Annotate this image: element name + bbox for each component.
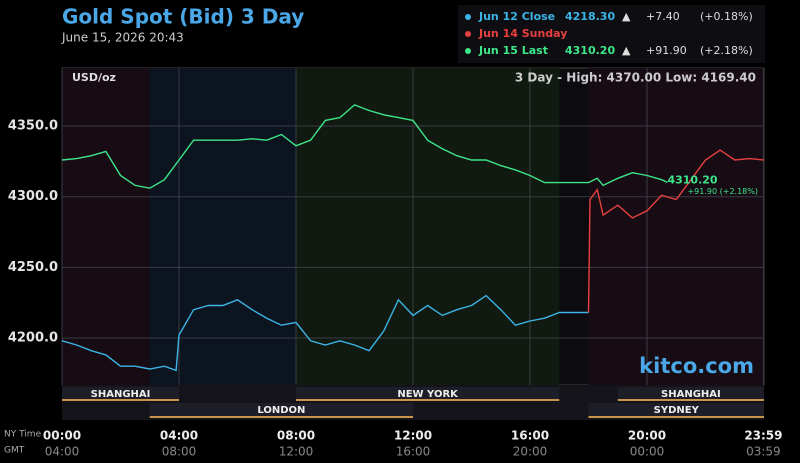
series-line xyxy=(61,294,589,372)
x2-axis-label: GMT xyxy=(4,446,25,456)
session-label: SYDNEY xyxy=(654,405,700,416)
x-tick-label: 20:00 xyxy=(628,429,666,443)
legend-box xyxy=(458,5,765,63)
legend-value: 4310.20 xyxy=(565,44,615,57)
y-tick-label: 4300.0 xyxy=(8,189,58,204)
legend-arrow: ▲ xyxy=(622,10,631,23)
legend-label: Jun 14 Sunday xyxy=(478,27,567,40)
legend-marker xyxy=(465,14,471,20)
session-bg xyxy=(296,387,560,401)
legend-label: Jun 12 Close xyxy=(478,10,555,23)
session-label: NEW YORK xyxy=(397,389,459,400)
x-tick-label: 04:00 xyxy=(160,429,198,443)
x2-tick-label: 00:00 xyxy=(630,445,665,459)
session-tint xyxy=(296,68,560,385)
x2-tick-label: 12:00 xyxy=(279,445,314,459)
chart-subtitle: June 15, 2026 20:43 xyxy=(61,31,184,45)
legend-value: 4218.30 xyxy=(565,10,615,23)
stats-label: 3 Day - High: 4370.00 Low: 4169.40 xyxy=(515,71,756,85)
x-axis-label: NY Time xyxy=(4,430,42,440)
x-tick-label: 08:00 xyxy=(277,429,315,443)
x-tick-label: 23:59 xyxy=(744,429,782,443)
session-bg xyxy=(149,403,413,417)
legend-pct: (+2.18%) xyxy=(700,44,753,57)
annotation: +91.90 (+2.18%) xyxy=(687,187,758,196)
x2-tick-label: 20:00 xyxy=(513,445,548,459)
x2-tick-label: 03:59 xyxy=(746,445,781,459)
legend-marker xyxy=(465,31,471,37)
legend-label: Jun 15 Last xyxy=(478,44,548,57)
session-tint xyxy=(149,68,296,385)
y-tick-label: 4250.0 xyxy=(8,260,58,275)
unit-label: USD/oz xyxy=(72,71,116,84)
session-label: SHANGHAI xyxy=(661,389,721,400)
legend-change: +91.90 xyxy=(646,44,687,57)
series-line xyxy=(61,104,668,189)
legend-pct: (+0.18%) xyxy=(700,10,753,23)
series-line xyxy=(587,149,765,313)
x2-tick-label: 08:00 xyxy=(162,445,197,459)
chart-title: Gold Spot (Bid) 3 Day xyxy=(62,5,304,29)
annotation: 4310.20 xyxy=(667,173,717,186)
y-tick-label: 4200.0 xyxy=(8,330,58,345)
session-tint xyxy=(62,68,150,385)
x-tick-label: 12:00 xyxy=(394,429,432,443)
x-tick-label: 00:00 xyxy=(43,429,81,443)
watermark: kitco.com xyxy=(639,354,754,378)
x2-tick-label: 04:00 xyxy=(45,445,80,459)
session-bg xyxy=(617,387,764,401)
session-label: LONDON xyxy=(257,405,305,416)
x2-tick-label: 16:00 xyxy=(396,445,431,459)
legend-marker xyxy=(465,48,471,54)
session-tint xyxy=(588,68,764,385)
session-bg xyxy=(62,387,179,401)
y-tick-label: 4350.0 xyxy=(8,119,58,134)
legend-arrow: ▲ xyxy=(622,44,631,57)
session-label: SHANGHAI xyxy=(91,389,151,400)
session-bg xyxy=(588,403,764,417)
x-tick-label: 16:00 xyxy=(511,429,549,443)
legend-change: +7.40 xyxy=(646,10,680,23)
